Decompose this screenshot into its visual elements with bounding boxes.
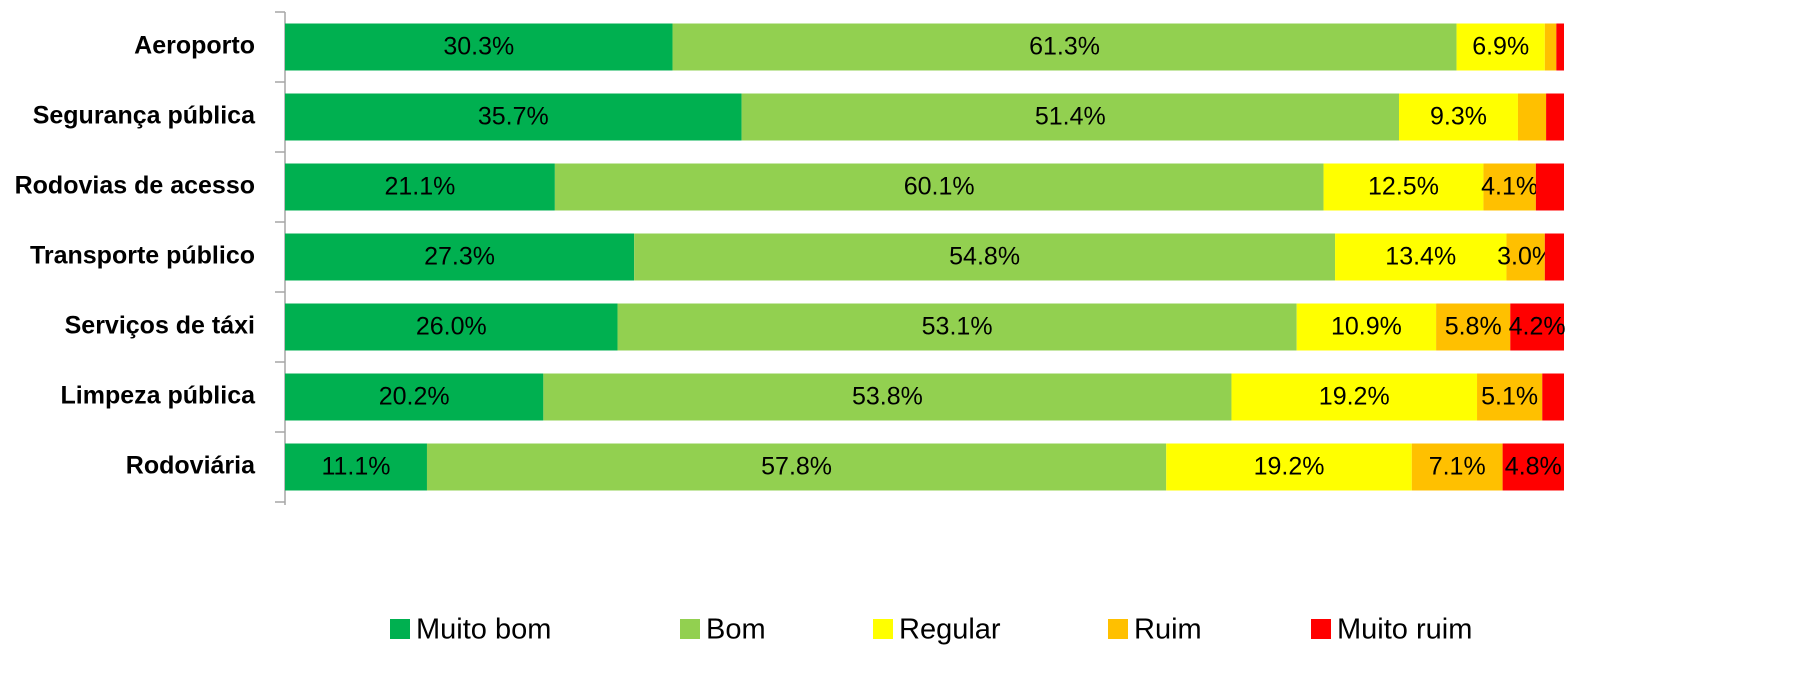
value-label: 53.8% (852, 383, 923, 411)
legend-swatch (873, 619, 893, 639)
value-label: 11.1% (321, 453, 390, 481)
bar-segment (554, 163, 1324, 211)
bar-segment (1544, 23, 1557, 71)
bar-segment (617, 303, 1297, 351)
bar-segment (285, 303, 618, 351)
bar-segment (1399, 93, 1518, 141)
bar-segment (1477, 373, 1543, 421)
value-label: 7.1% (1429, 453, 1486, 481)
value-label: 5.1% (1481, 383, 1538, 411)
bar-segment (1323, 163, 1484, 211)
bar-segment (1483, 163, 1536, 211)
value-label: 3.0% (1497, 243, 1554, 271)
bar-segment (1335, 233, 1507, 281)
bar-segment (1517, 93, 1547, 141)
bar-segment (1436, 303, 1511, 351)
value-label: 61.3% (1029, 33, 1100, 61)
bar-segment (1506, 233, 1545, 281)
category-label: Aeroporto (134, 32, 255, 60)
bar-segment (285, 443, 427, 491)
category-label: Transporte público (30, 242, 255, 270)
value-label: 60.1% (904, 173, 975, 201)
bar-segment (1411, 443, 1503, 491)
value-label: 54.8% (949, 243, 1020, 271)
category-label: Segurança pública (33, 102, 256, 130)
value-label: 30.3% (443, 33, 514, 61)
bar-segment (1542, 373, 1564, 421)
value-label: 4.8% (1505, 453, 1562, 481)
value-label: 10.9% (1331, 313, 1402, 341)
value-label: 4.1% (1481, 173, 1538, 201)
bar-segment (426, 443, 1167, 491)
bar-segment (1510, 303, 1564, 351)
category-label: Rodoviária (126, 452, 256, 480)
value-label: 19.2% (1254, 453, 1325, 481)
value-label: 20.2% (379, 383, 450, 411)
legend-swatch (1311, 619, 1331, 639)
bar-segment (1502, 443, 1564, 491)
value-label: 53.1% (922, 313, 993, 341)
value-label: 26.0% (416, 313, 487, 341)
value-label: 6.9% (1472, 33, 1529, 61)
bar-segment (1231, 373, 1478, 421)
bar-segment (672, 23, 1457, 71)
value-label: 4.2% (1509, 313, 1566, 341)
value-label: 5.8% (1445, 313, 1502, 341)
bar-segment (285, 233, 635, 281)
bar-segment (1456, 23, 1545, 71)
bar-segment (1546, 93, 1564, 141)
value-label: 51.4% (1035, 103, 1106, 131)
value-label: 19.2% (1319, 383, 1390, 411)
legend-swatch (680, 619, 700, 639)
category-label: Serviços de táxi (65, 312, 255, 340)
category-label: Limpeza pública (61, 382, 257, 410)
bar-segment (285, 373, 544, 421)
bar-segment (285, 93, 742, 141)
value-label: 12.5% (1368, 173, 1439, 201)
bar-segment (543, 373, 1232, 421)
value-label: 57.8% (761, 453, 832, 481)
bar-segment (1535, 163, 1564, 211)
legend-label: Bom (706, 614, 766, 646)
value-label: 9.3% (1430, 103, 1487, 131)
legend-label: Ruim (1134, 614, 1202, 646)
value-label: 13.4% (1385, 243, 1456, 271)
bar-segment (634, 233, 1336, 281)
bar-segment (1544, 233, 1564, 281)
legend-label: Muito bom (416, 614, 551, 646)
bar-segment (1556, 23, 1564, 71)
category-label: Rodovias de acesso (15, 172, 255, 200)
legend-label: Muito ruim (1337, 614, 1472, 646)
legend-swatch (390, 619, 410, 639)
bar-segment (285, 163, 555, 211)
legend-label: Regular (899, 614, 1001, 646)
bar-segment (1296, 303, 1437, 351)
legend-swatch (1108, 619, 1128, 639)
bar-segment (285, 23, 673, 71)
value-label: 27.3% (424, 243, 495, 271)
bar-segment (1166, 443, 1412, 491)
value-label: 35.7% (478, 103, 549, 131)
value-label: 21.1% (384, 173, 455, 201)
bar-segment (741, 93, 1400, 141)
